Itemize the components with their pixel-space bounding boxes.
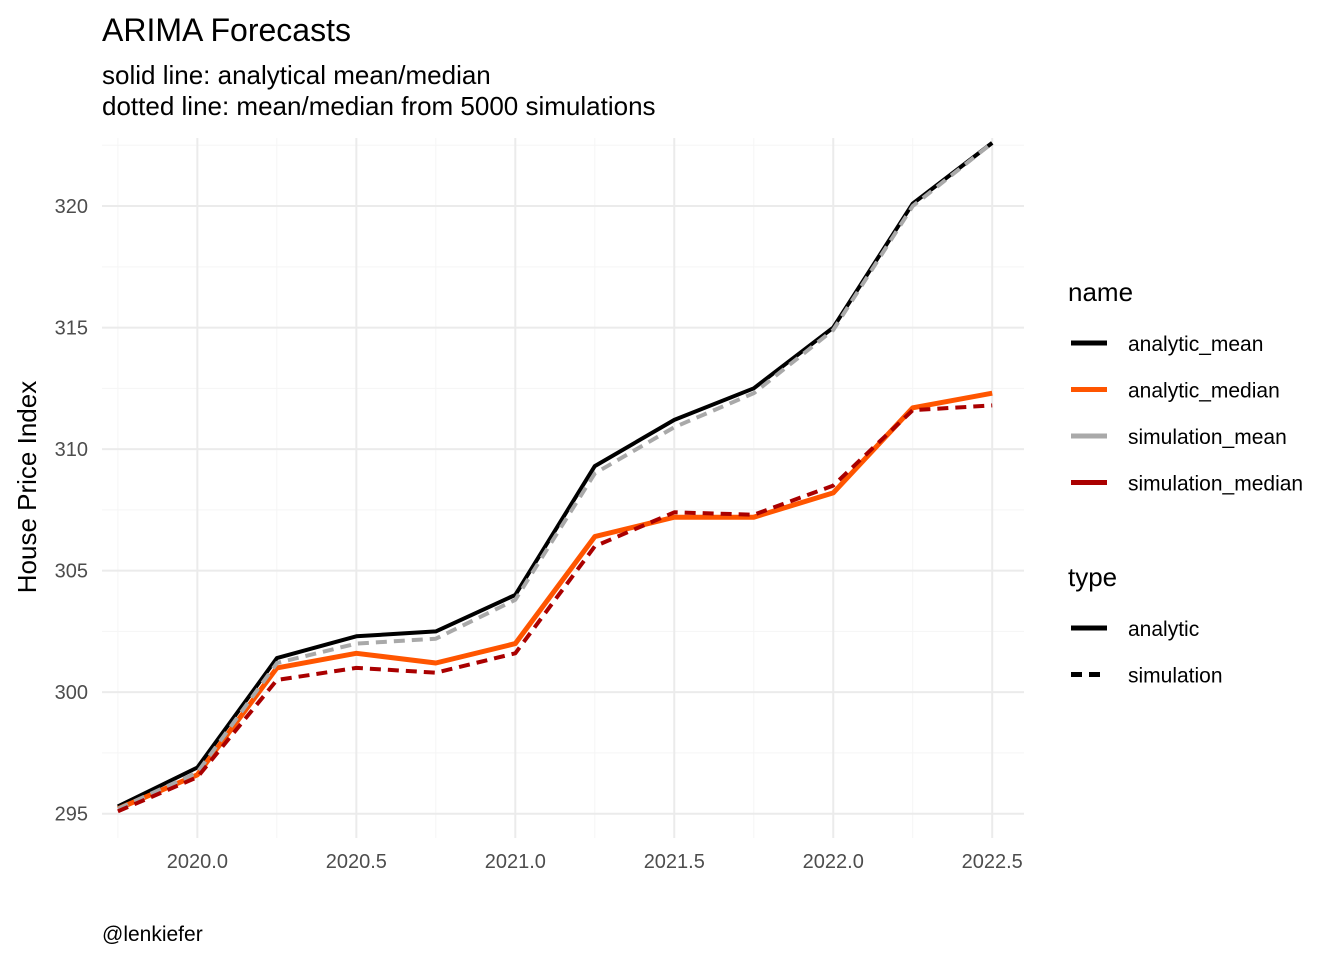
legend-label-simulation: simulation bbox=[1128, 665, 1223, 688]
chart-subtitle-line-1: solid line: analytical mean/median bbox=[102, 60, 491, 90]
series-line-analytic-median bbox=[116, 390, 993, 812]
y-tick-label: 305 bbox=[55, 561, 88, 583]
legend-label-simulation-median: simulation_median bbox=[1128, 473, 1303, 496]
x-tick-label: 2021.5 bbox=[644, 851, 705, 873]
legend-label-analytic: analytic bbox=[1128, 618, 1199, 641]
x-tick-label: 2022.5 bbox=[962, 851, 1023, 873]
y-tick-label: 320 bbox=[55, 196, 88, 218]
x-tick-label: 2021.0 bbox=[485, 851, 546, 873]
y-tick-label: 295 bbox=[55, 804, 88, 826]
series-line-simulation-median bbox=[117, 403, 993, 814]
legend-title-type: type bbox=[1068, 562, 1117, 592]
y-axis-label: House Price Index bbox=[12, 381, 42, 593]
chart-subtitle-line-2: dotted line: mean/median from 5000 simul… bbox=[102, 91, 656, 121]
x-tick-label: 2020.0 bbox=[167, 851, 228, 873]
chart-title: ARIMA Forecasts bbox=[102, 12, 351, 48]
y-tick-label: 300 bbox=[55, 682, 88, 704]
legend-label-simulation-mean: simulation_mean bbox=[1128, 426, 1287, 449]
legend-label-analytic-median: analytic_median bbox=[1128, 380, 1280, 403]
series-lines bbox=[116, 141, 994, 814]
y-tick-label: 310 bbox=[55, 439, 88, 461]
x-axis-ticks: 2020.0 2020.5 2021.0 2021.5 2022.0 2022.5 bbox=[167, 851, 1023, 873]
y-tick-label: 315 bbox=[55, 318, 88, 340]
legend-title-name: name bbox=[1068, 277, 1133, 307]
x-tick-label: 2022.0 bbox=[803, 851, 864, 873]
legend: name analytic_mean analytic_median simulati… bbox=[1068, 277, 1303, 688]
legend-label-analytic-mean: analytic_mean bbox=[1128, 333, 1263, 356]
x-tick-label: 2020.5 bbox=[326, 851, 387, 873]
chart-caption: @lenkiefer bbox=[102, 923, 203, 946]
series-line-simulation-mean bbox=[117, 141, 994, 811]
y-axis-ticks: 295 300 305 310 315 320 bbox=[55, 196, 88, 826]
